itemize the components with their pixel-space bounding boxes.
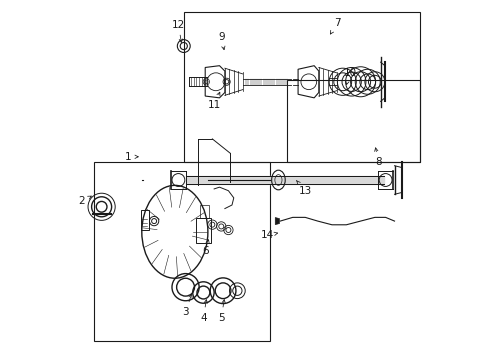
Text: 2: 2	[79, 196, 91, 206]
Bar	[141, 210, 148, 230]
Text: 13: 13	[296, 181, 311, 196]
Bar	[200, 205, 208, 217]
Text: 1: 1	[125, 152, 138, 162]
Bar	[196, 217, 210, 243]
Polygon shape	[275, 217, 279, 225]
Text: 9: 9	[218, 32, 224, 50]
Text: 5: 5	[218, 300, 225, 323]
Text: 4: 4	[200, 300, 207, 323]
Text: 14: 14	[261, 230, 277, 240]
Text: 7: 7	[330, 18, 340, 34]
Text: 11: 11	[207, 92, 220, 110]
Text: 3: 3	[182, 294, 192, 317]
Text: 12: 12	[171, 19, 184, 42]
Text: 6: 6	[202, 240, 209, 256]
Text: 10: 10	[343, 68, 356, 85]
Text: 8: 8	[374, 148, 381, 167]
